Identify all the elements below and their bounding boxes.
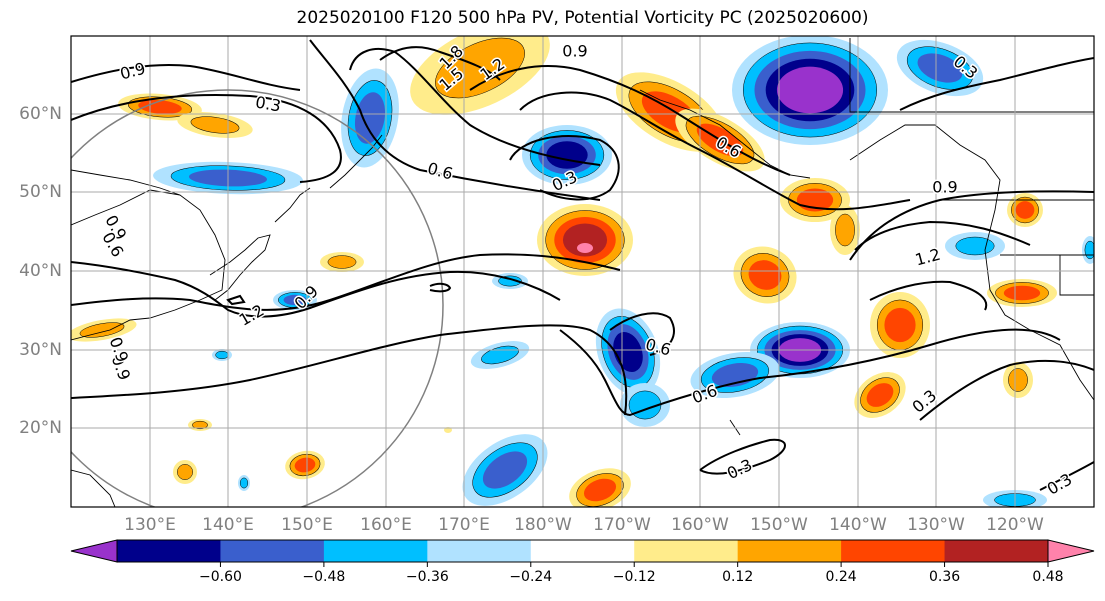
longitude-label: 170°E [438, 515, 490, 535]
pv-anomaly-blob [470, 341, 530, 369]
colorbar-tick-label: 0.12 [722, 569, 753, 585]
longitude-label: 150°W [750, 515, 808, 535]
pv-anomaly-blob [71, 318, 137, 342]
colorbar-tick-label: −0.12 [613, 569, 656, 585]
longitude-label: 140°E [202, 515, 254, 535]
pv-anomaly-blob [177, 111, 253, 139]
latitude-label: 40°N [19, 261, 62, 281]
map-title: 2025020100 F120 500 hPa PV, Potential Vo… [296, 8, 869, 28]
pv-anomaly-blob [285, 450, 325, 480]
pv-anomaly-blob [320, 252, 364, 272]
colorbar-segment [427, 540, 532, 562]
colorbar-segment [634, 540, 739, 562]
pv-anomaly-blob [1007, 193, 1043, 227]
colorbar-segment [323, 540, 428, 562]
pv-anomaly-blob [732, 36, 888, 145]
contour-label: 0.9 [562, 42, 587, 61]
colorbar-tick-label: 0.48 [1032, 569, 1063, 585]
colorbar-tick-label: −0.60 [199, 569, 242, 585]
pv-anomaly-blob [870, 292, 930, 358]
colorbar-segment [737, 540, 842, 562]
pv-anomaly-blob [945, 232, 1005, 260]
range-circle [71, 89, 444, 507]
latitude-label: 30°N [19, 340, 62, 360]
longitude-label: 130°W [907, 515, 965, 535]
colorbar-tick-label: 0.36 [929, 569, 960, 585]
colorbar-segment [117, 540, 221, 562]
latitude-label: 60°N [19, 104, 62, 124]
pv-anomaly-blob [188, 419, 212, 431]
colorbar-frame [116, 539, 1049, 563]
colorbar-extend-min [70, 539, 118, 563]
latitude-labels: 60°N 50°N 40°N 30°N 20°N [19, 104, 62, 438]
colorbar-tick-label: −0.48 [302, 569, 345, 585]
pv-anomaly-blob [733, 246, 797, 304]
pv-anomaly-blob [238, 475, 250, 491]
map-frame [70, 35, 1095, 508]
pv-contours [71, 39, 1094, 491]
colorbar-tick-label: −0.24 [509, 569, 552, 585]
pv-anomaly-blob [595, 308, 661, 396]
colorbar-tick-label: 0.24 [826, 569, 857, 585]
pv-anomaly-blob [620, 383, 670, 427]
pv-anomaly-blob [577, 243, 593, 253]
pv-anomaly-blob [537, 204, 633, 276]
latitude-label: 50°N [19, 182, 62, 202]
longitude-label: 140°W [829, 515, 887, 535]
longitude-label: 160°W [671, 515, 729, 535]
pv-anomaly-blob [212, 349, 232, 361]
longitude-label: 180°W [514, 515, 572, 535]
pv-anomaly-blob [569, 468, 631, 507]
pv-anomaly-blob [1082, 236, 1094, 264]
pv-shading [71, 36, 1094, 507]
colorbar-segment [530, 540, 635, 562]
latitude-label: 20°N [19, 418, 62, 438]
pv-anomaly-blob [830, 205, 860, 255]
map-content: 0.90.31.81.5 1.20.90.6 0.30.60.90.60.91.20… [71, 36, 1094, 507]
pv-anomaly-blob [987, 279, 1057, 307]
pv-anomaly-blob [854, 372, 906, 418]
colorbar-segment [944, 540, 1049, 562]
longitude-label: 160°E [360, 515, 412, 535]
longitude-labels: 130°E 140°E 150°E 160°E 170°E 180°W 170°W 160°W… [124, 515, 1044, 535]
longitude-label: 130°E [124, 515, 176, 535]
pv-anomaly-blob [690, 351, 780, 399]
contour-label: 0.9 [932, 178, 957, 197]
contour-label: 0.9 [106, 334, 133, 364]
colorbar-segment [841, 540, 946, 562]
longitude-label: 150°E [281, 515, 333, 535]
pv-anomaly-blob [273, 290, 317, 310]
longitude-label: 170°W [593, 515, 651, 535]
colorbar-extend-max [1047, 539, 1095, 563]
pv-anomaly-blob [173, 460, 197, 484]
colorbar-segment [220, 540, 325, 562]
longitude-label: 120°W [986, 515, 1044, 535]
pv-anomaly-blob [462, 434, 548, 506]
pv-anomaly-blob [1003, 362, 1033, 398]
colorbar-tick-label: −0.36 [406, 569, 449, 585]
colorbar: −0.60 −0.48 −0.36 −0.24 −0.12 0.12 0.24 0.36 0.4… [70, 539, 1095, 585]
pv-anomaly-blob [896, 39, 984, 97]
